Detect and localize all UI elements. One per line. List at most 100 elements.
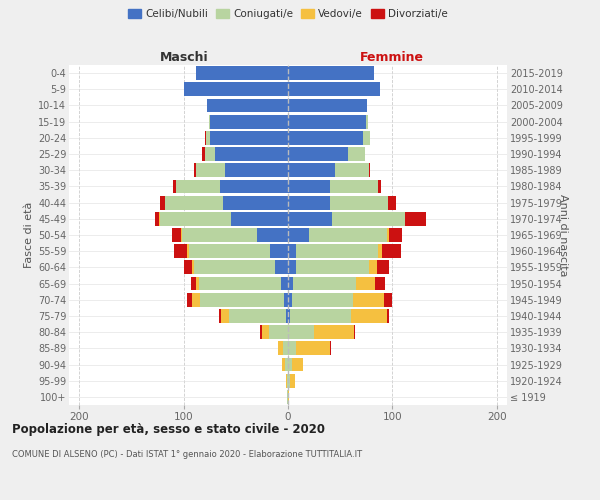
Bar bbox=[349, 147, 365, 161]
Bar bbox=[200, 293, 284, 306]
Bar bbox=[262, 326, 269, 339]
Bar bbox=[389, 228, 401, 242]
Bar bbox=[205, 147, 215, 161]
Bar bbox=[288, 374, 290, 388]
Bar bbox=[288, 196, 330, 209]
Bar bbox=[290, 374, 295, 388]
Bar bbox=[220, 180, 288, 194]
Bar bbox=[210, 115, 288, 128]
Bar bbox=[335, 164, 370, 177]
Bar bbox=[288, 309, 290, 323]
Bar bbox=[187, 244, 189, 258]
Bar bbox=[196, 66, 288, 80]
Bar bbox=[288, 293, 292, 306]
Bar bbox=[269, 326, 288, 339]
Bar bbox=[181, 228, 182, 242]
Text: COMUNE DI ALSENO (PC) - Dati ISTAT 1° gennaio 2020 - Elaborazione TUTTITALIA.IT: COMUNE DI ALSENO (PC) - Dati ISTAT 1° ge… bbox=[12, 450, 362, 459]
Bar bbox=[199, 276, 281, 290]
Bar bbox=[285, 358, 288, 372]
Bar bbox=[184, 82, 288, 96]
Bar bbox=[184, 260, 192, 274]
Bar bbox=[210, 131, 288, 144]
Bar bbox=[257, 228, 288, 242]
Bar bbox=[288, 98, 367, 112]
Bar bbox=[205, 131, 206, 144]
Bar bbox=[288, 147, 349, 161]
Bar bbox=[293, 276, 356, 290]
Bar bbox=[260, 326, 262, 339]
Legend: Celibi/Nubili, Coniugati/e, Vedovi/e, Divorziati/e: Celibi/Nubili, Coniugati/e, Vedovi/e, Di… bbox=[124, 5, 452, 24]
Bar bbox=[202, 147, 205, 161]
Bar bbox=[191, 276, 196, 290]
Bar bbox=[229, 309, 286, 323]
Bar bbox=[270, 244, 288, 258]
Bar bbox=[354, 326, 355, 339]
Bar bbox=[330, 196, 388, 209]
Bar bbox=[288, 390, 289, 404]
Bar bbox=[290, 309, 350, 323]
Bar bbox=[187, 293, 192, 306]
Bar bbox=[158, 212, 160, 226]
Bar bbox=[221, 309, 229, 323]
Bar bbox=[288, 131, 363, 144]
Bar bbox=[282, 358, 285, 372]
Bar bbox=[330, 342, 331, 355]
Bar bbox=[175, 244, 187, 258]
Bar bbox=[194, 164, 196, 177]
Bar bbox=[284, 293, 288, 306]
Bar bbox=[288, 164, 335, 177]
Bar bbox=[387, 228, 389, 242]
Bar bbox=[330, 180, 377, 194]
Bar bbox=[206, 131, 210, 144]
Bar bbox=[382, 244, 401, 258]
Y-axis label: Fasce di età: Fasce di età bbox=[23, 202, 34, 268]
Bar bbox=[296, 244, 377, 258]
Bar bbox=[292, 358, 302, 372]
Bar bbox=[288, 260, 296, 274]
Bar bbox=[288, 326, 314, 339]
Bar bbox=[286, 374, 287, 388]
Bar bbox=[288, 66, 374, 80]
Bar bbox=[377, 244, 382, 258]
Bar bbox=[287, 374, 288, 388]
Bar bbox=[196, 276, 199, 290]
Bar bbox=[189, 244, 270, 258]
Bar bbox=[192, 260, 194, 274]
Bar bbox=[196, 164, 226, 177]
Bar bbox=[288, 212, 332, 226]
Bar bbox=[176, 180, 220, 194]
Bar bbox=[192, 293, 200, 306]
Bar bbox=[350, 309, 387, 323]
Bar bbox=[366, 115, 368, 128]
Bar bbox=[292, 293, 353, 306]
Bar bbox=[296, 260, 370, 274]
Bar bbox=[309, 228, 387, 242]
Bar bbox=[226, 164, 288, 177]
Text: Femmine: Femmine bbox=[360, 51, 424, 64]
Bar bbox=[278, 342, 283, 355]
Bar bbox=[275, 260, 288, 274]
Bar bbox=[388, 196, 397, 209]
Bar bbox=[287, 390, 288, 404]
Bar bbox=[363, 131, 370, 144]
Bar bbox=[160, 196, 165, 209]
Bar bbox=[288, 115, 366, 128]
Bar bbox=[288, 82, 380, 96]
Bar bbox=[182, 228, 257, 242]
Bar bbox=[353, 293, 384, 306]
Bar bbox=[160, 212, 230, 226]
Bar bbox=[384, 293, 392, 306]
Bar bbox=[374, 276, 385, 290]
Bar bbox=[377, 260, 389, 274]
Bar bbox=[288, 358, 292, 372]
Bar bbox=[173, 180, 176, 194]
Text: Maschi: Maschi bbox=[160, 51, 208, 64]
Bar bbox=[370, 260, 377, 274]
Bar bbox=[286, 309, 288, 323]
Bar bbox=[377, 180, 381, 194]
Bar bbox=[288, 276, 293, 290]
Bar bbox=[281, 276, 288, 290]
Bar bbox=[332, 212, 405, 226]
Text: Popolazione per età, sesso e stato civile - 2020: Popolazione per età, sesso e stato civil… bbox=[12, 422, 325, 436]
Bar bbox=[288, 244, 296, 258]
